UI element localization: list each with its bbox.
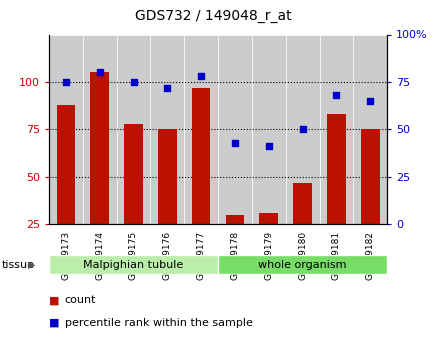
Text: Malpighian tubule: Malpighian tubule [83, 260, 184, 270]
Bar [218, 34, 252, 224]
Bar [49, 34, 83, 224]
Point [96, 70, 103, 75]
Point [367, 98, 374, 104]
Point [333, 92, 340, 98]
Bar [286, 34, 320, 224]
Point [164, 85, 171, 90]
Text: whole organism: whole organism [259, 260, 347, 270]
Bar [259, 213, 278, 224]
Text: ■: ■ [49, 295, 60, 305]
Bar [90, 72, 109, 224]
Bar [353, 34, 387, 224]
Bar [150, 34, 184, 224]
Point [231, 140, 239, 146]
Text: ■: ■ [49, 318, 60, 327]
Bar [361, 129, 380, 224]
Point [265, 144, 272, 149]
Bar [252, 34, 286, 224]
Bar [158, 129, 177, 224]
Bar [117, 34, 150, 224]
Text: percentile rank within the sample: percentile rank within the sample [65, 318, 252, 327]
Point [62, 79, 69, 85]
Text: count: count [65, 295, 96, 305]
Point [130, 79, 137, 85]
Bar [192, 88, 210, 224]
Bar [57, 105, 75, 224]
Bar [327, 114, 346, 224]
Bar [293, 183, 312, 224]
Text: tissue: tissue [2, 260, 35, 270]
Point [299, 127, 306, 132]
Text: GDS732 / 149048_r_at: GDS732 / 149048_r_at [135, 9, 292, 23]
Bar [226, 215, 244, 224]
Point [198, 73, 205, 79]
Bar [218, 255, 387, 274]
Text: ▶: ▶ [28, 260, 36, 270]
Bar [124, 124, 143, 224]
Bar [49, 255, 218, 274]
Bar [83, 34, 117, 224]
Bar [320, 34, 353, 224]
Bar [184, 34, 218, 224]
